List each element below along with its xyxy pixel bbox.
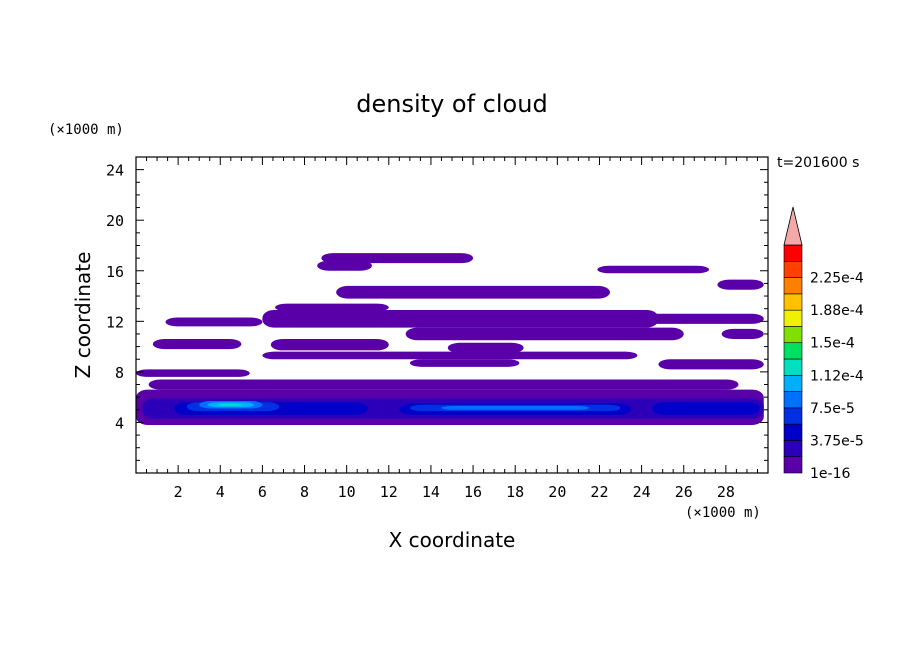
contour-region-9 (405, 327, 684, 341)
contour-region-23 (652, 402, 760, 415)
x-unit-label: (×1000 m) (685, 505, 761, 521)
contour-region-3 (717, 279, 764, 290)
contour-region-18 (148, 379, 739, 390)
contour-region-10 (721, 328, 764, 340)
x-tick-label: 8 (300, 483, 309, 501)
colorbar: 1e-16 3.75e-5 7.5e-5 1.12e-4 1.5e-4 1.88e-4 2.… (783, 206, 864, 482)
x-tick-label: 24 (633, 483, 651, 501)
colorbar-swatch (783, 374, 803, 392)
x-tick-label: 4 (216, 483, 225, 501)
x-tick-label: 26 (675, 483, 693, 501)
x-tick-label: 22 (590, 483, 608, 501)
contour-region-14 (262, 351, 638, 360)
y-tick-label: 24 (106, 162, 124, 180)
colorbar-swatch (783, 309, 803, 327)
colorbar-label: 7.5e-5 (810, 401, 855, 417)
x-tick-label: 14 (422, 483, 440, 501)
contour-region-12 (270, 339, 389, 351)
colorbar-swatch (783, 277, 803, 295)
y-unit-label: (×1000 m) (48, 122, 124, 138)
colorbar-swatch (783, 358, 803, 376)
colorbar-swatch (783, 423, 803, 441)
chart-title: density of cloud (356, 90, 547, 118)
x-tick-label: 28 (717, 483, 735, 501)
colorbar-label: 1.88e-4 (810, 303, 864, 319)
contour-region-11 (152, 339, 242, 350)
colorbar-swatch (783, 440, 803, 458)
contour-regions (136, 253, 764, 425)
contour-region-13 (447, 342, 524, 353)
colorbar-label: 2.25e-4 (810, 271, 864, 287)
colorbar-swatch (783, 244, 803, 262)
y-axis-label: Z coordinate (71, 252, 95, 379)
x-tick-label: 6 (258, 483, 267, 501)
colorbar-swatch (783, 391, 803, 409)
x-tick-label: 18 (506, 483, 524, 501)
time-label: t=201600 s (777, 155, 859, 171)
contour-region-8 (641, 313, 764, 324)
contour-region-15 (409, 359, 520, 367)
contour-region-6 (262, 309, 659, 328)
x-tick-label: 2 (174, 483, 183, 501)
colorbar-swatch (783, 293, 803, 311)
contour-region-16 (658, 359, 764, 370)
contour-region-7 (165, 317, 263, 327)
colorbar-swatch (783, 326, 803, 344)
x-tick-label: 16 (464, 483, 482, 501)
colorbar-label: 1e-16 (810, 466, 850, 482)
contour-region-27 (441, 406, 589, 410)
colorbar-swatch (783, 260, 803, 278)
contour-region-2 (597, 265, 710, 274)
x-tick-label: 10 (338, 483, 356, 501)
contour-region-17 (136, 369, 250, 377)
colorbar-swatch (783, 342, 803, 360)
x-axis-label: X coordinate (389, 528, 516, 552)
y-tick-label: 8 (115, 364, 124, 382)
colorbar-label: 3.75e-5 (810, 433, 864, 449)
contour-region-4 (336, 285, 610, 299)
colorbar-swatch (783, 456, 803, 474)
y-tick-label: 16 (106, 263, 124, 281)
contour-region-1 (317, 260, 372, 271)
contour-region-29 (218, 403, 242, 407)
colorbar-extend-arrow (783, 206, 803, 246)
colorbar-label: 1.5e-4 (810, 336, 855, 352)
x-tick-label: 12 (380, 483, 398, 501)
y-tick-label: 12 (106, 313, 124, 331)
y-tick-label: 20 (106, 212, 124, 230)
y-tick-label: 4 (115, 414, 124, 432)
colorbar-label: 1.12e-4 (810, 368, 864, 384)
colorbar-swatch (783, 407, 803, 425)
x-tick-label: 20 (548, 483, 566, 501)
contour-region-5 (275, 303, 389, 312)
